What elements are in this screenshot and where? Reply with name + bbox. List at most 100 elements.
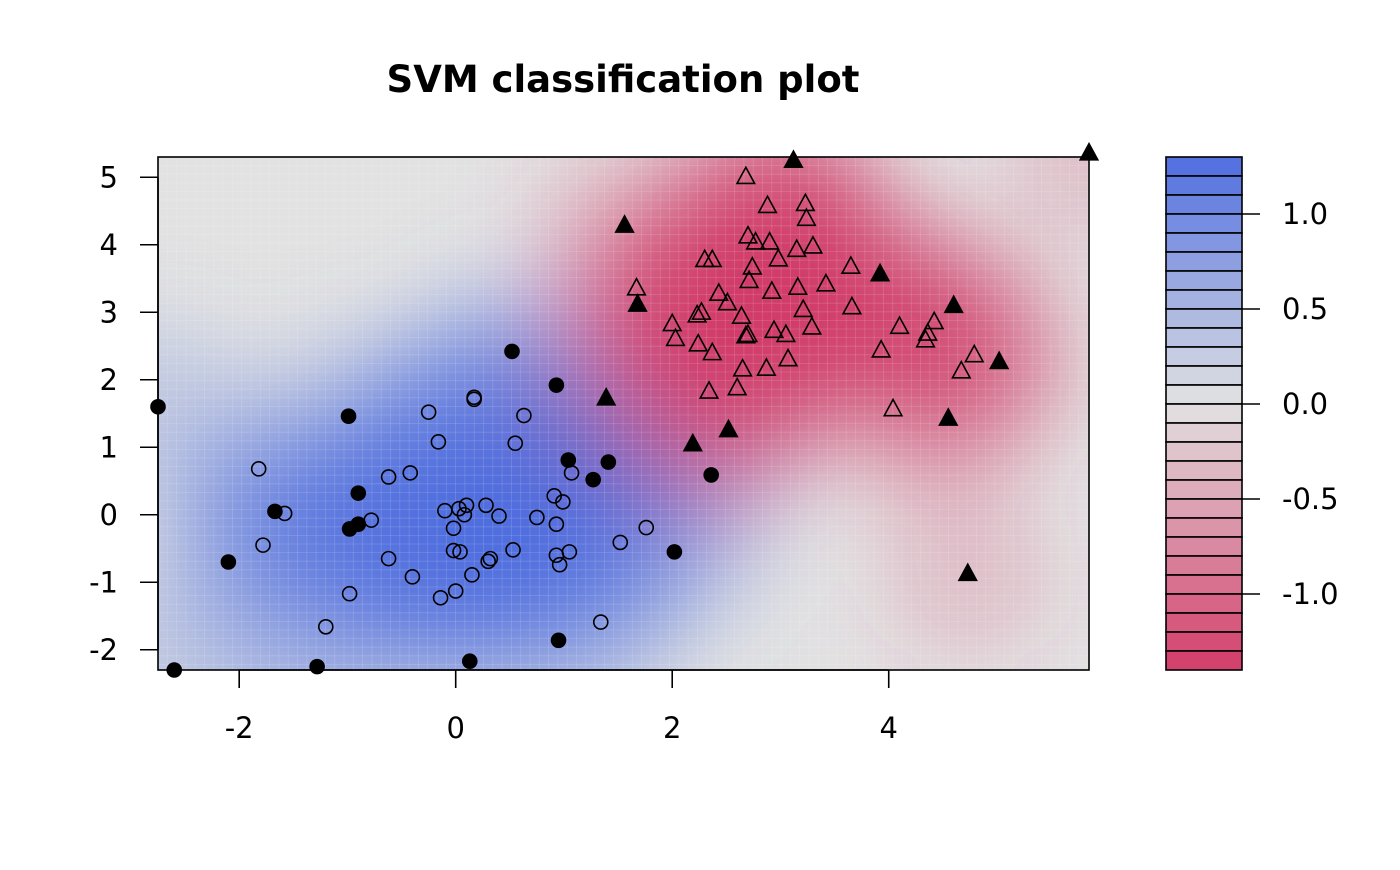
y-tick-label: 0 — [100, 498, 118, 532]
circle-point-support-vector — [504, 343, 520, 360]
circle-point — [505, 542, 521, 558]
triangle-point — [702, 341, 723, 361]
circle-point — [638, 519, 655, 536]
triangle-point-support-vector — [682, 432, 703, 452]
triangle-point — [735, 165, 756, 185]
surface-blob — [1004, 157, 1089, 239]
colorbar-tick-label: 0.0 — [1282, 387, 1328, 421]
colorbar-band — [1165, 612, 1243, 633]
triangle-point — [757, 194, 778, 214]
circle-point — [420, 404, 437, 420]
colorbar-band — [1165, 194, 1243, 215]
triangle-point — [917, 322, 938, 341]
colorbar-band — [1165, 650, 1243, 671]
circle-point-support-vector — [666, 544, 683, 560]
triangle-point — [735, 324, 756, 344]
circle-point-support-vector — [585, 471, 601, 488]
colorbar-band — [1165, 251, 1243, 272]
colorbar-band — [1165, 327, 1243, 348]
circle-point — [482, 550, 499, 567]
colorbar-band — [1165, 213, 1243, 234]
triangle-point — [686, 303, 708, 323]
triangle-point — [742, 256, 763, 275]
triangle-point-support-vector — [783, 149, 804, 169]
y-tick-label: 4 — [100, 228, 118, 262]
triangle-point — [796, 207, 817, 227]
colorbar-band — [1165, 593, 1243, 614]
circle-point — [529, 509, 545, 526]
colorbar-band — [1165, 175, 1243, 196]
circle-point — [612, 534, 629, 551]
triangle-point — [759, 231, 780, 250]
surface-blob — [158, 585, 260, 670]
triangle-point-support-vector — [943, 294, 964, 314]
triangle-point — [737, 224, 759, 244]
colorbar-band — [1165, 403, 1243, 424]
circle-point-support-vector — [267, 503, 283, 520]
circle-point — [458, 497, 475, 514]
circle-point-support-vector — [548, 377, 565, 393]
triangle-point — [626, 276, 647, 296]
triangle-point-support-vector — [989, 350, 1010, 370]
colorbar-tick-label: 1.0 — [1282, 197, 1328, 231]
triangle-point — [702, 248, 723, 268]
triangle-point — [737, 323, 759, 343]
triangle-point — [889, 315, 910, 335]
triangle-point — [708, 282, 729, 302]
circle-point-support-vector — [600, 454, 617, 470]
colorbar-band — [1165, 498, 1243, 519]
triangle-point-support-vector — [957, 562, 978, 582]
chart-title: SVM classification plot — [387, 58, 860, 101]
circle-point — [447, 583, 464, 599]
circle-point — [432, 589, 449, 606]
y-tick-label: -1 — [89, 565, 118, 599]
triangle-point-support-vector — [627, 293, 648, 312]
circle-point-support-vector — [309, 658, 325, 675]
colorbar-tick-label: 0.5 — [1282, 292, 1328, 326]
triangle-point — [688, 332, 709, 352]
colorbar-band — [1165, 422, 1243, 443]
colorbar-band — [1165, 460, 1243, 481]
triangle-point — [768, 247, 789, 267]
y-tick-label: 3 — [100, 295, 118, 329]
circle-point-support-vector — [560, 452, 577, 468]
circle-point — [402, 465, 419, 481]
decision-surface — [158, 157, 1089, 670]
triangle-point — [882, 397, 904, 417]
colorbar-band — [1165, 631, 1243, 652]
colorbar-band — [1165, 308, 1243, 329]
triangle-point — [665, 327, 686, 347]
circle-point — [445, 520, 462, 537]
circle-point — [466, 391, 482, 408]
circle-point-support-vector — [461, 653, 478, 670]
triangle-point-support-vector — [596, 386, 617, 406]
colorbar-band — [1165, 384, 1243, 405]
triangle-point-support-vector — [869, 262, 891, 282]
y-tick-label: -2 — [89, 633, 118, 667]
triangle-point — [662, 312, 683, 332]
circle-point — [480, 553, 496, 570]
circle-point — [380, 550, 397, 567]
y-tick-label: 5 — [100, 160, 118, 194]
circle-point — [341, 585, 358, 602]
triangle-point-support-vector — [718, 418, 739, 438]
triangle-point — [761, 280, 782, 299]
colorbar-band — [1165, 232, 1243, 253]
triangle-point — [964, 343, 985, 363]
colorbar-band — [1165, 555, 1243, 576]
circle-point — [452, 544, 468, 560]
circle-point — [561, 544, 578, 560]
y-tick-label: 2 — [100, 363, 118, 397]
triangle-point — [691, 301, 712, 320]
colorbar-band — [1165, 479, 1243, 500]
triangle-point — [840, 255, 861, 275]
colorbar-band — [1165, 270, 1243, 291]
triangle-point — [815, 272, 837, 292]
triangle-point — [717, 291, 738, 311]
circle-point — [255, 537, 271, 553]
circle-point — [380, 469, 397, 485]
circle-point — [430, 434, 447, 450]
triangle-point — [915, 328, 936, 348]
triangle-point — [738, 269, 760, 289]
